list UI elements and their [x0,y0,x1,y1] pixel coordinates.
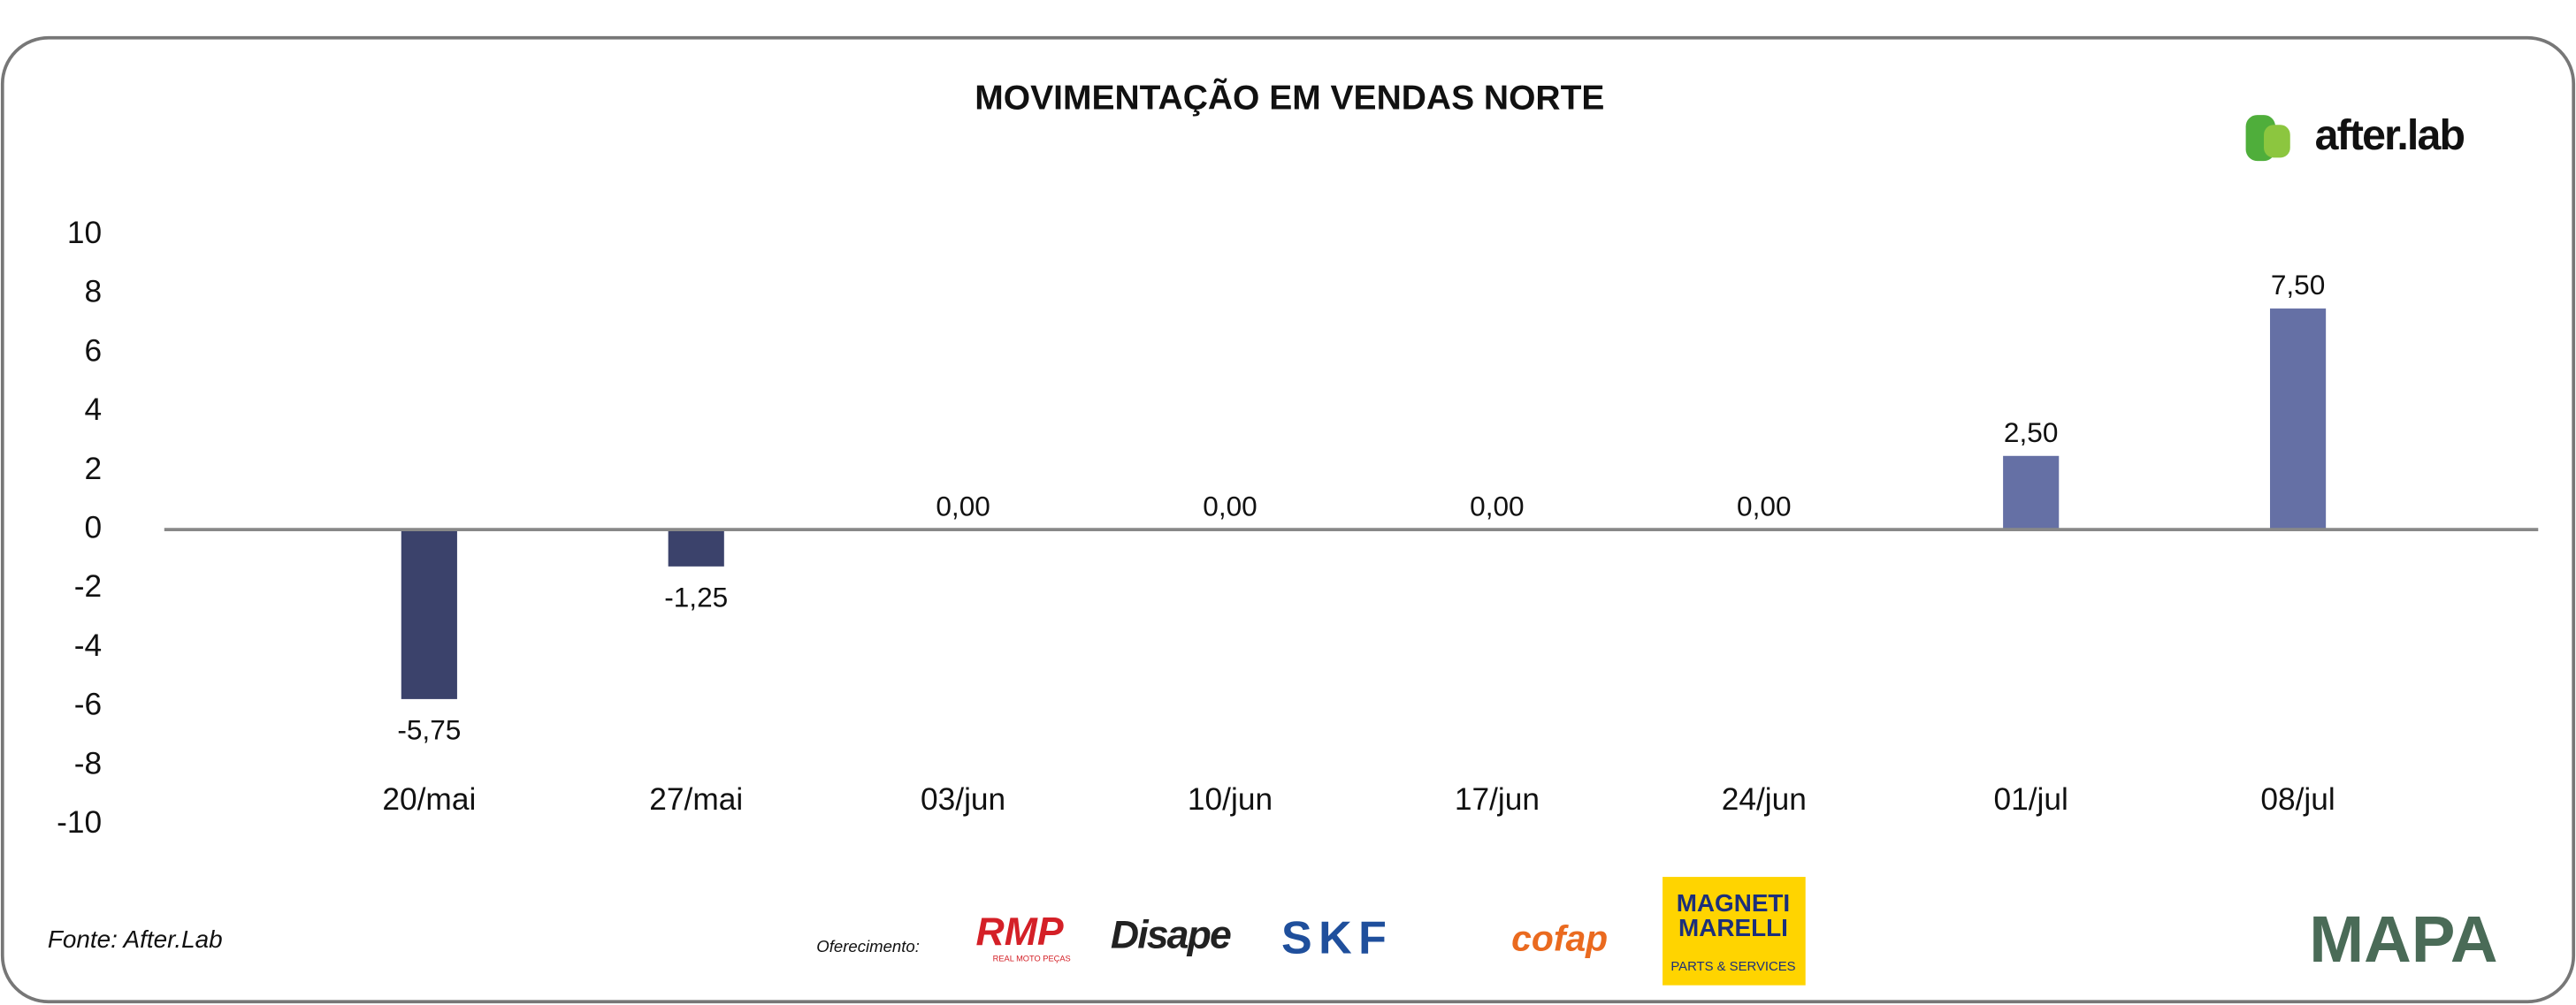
y-tick-label: 8 [85,275,103,309]
y-tick-label: 10 [67,216,102,250]
sponsor-logo: RMP [976,910,1064,954]
sponsor-box [1663,877,1806,986]
y-tick-label: 6 [85,333,103,368]
bar [668,529,724,567]
bar [401,529,457,699]
sponsor-label: Oferecimento: [816,937,920,956]
x-tick-label: 20/mai [382,782,476,817]
sponsor-logo: Disape [1111,914,1231,957]
x-tick-label: 01/jul [1994,782,2068,817]
bar [2003,455,2060,530]
value-label: -5,75 [397,713,461,745]
sponsor-logo: SKF [1281,912,1393,963]
sponsor-logo: MAGNETI [1677,889,1790,917]
y-tick-label: 0 [85,510,103,544]
chart-title: MOVIMENTAÇÃO EM VENDAS NORTE [975,79,1604,118]
sponsor-logo: PARTS & SERVICES [1670,960,1795,974]
x-tick-label: 17/jun [1455,782,1540,817]
value-label: -1,25 [664,581,728,613]
source: Fonte: After.Lab [48,925,223,953]
frame [0,35,2576,1004]
y-tick-label: 2 [85,452,103,486]
value-label: 7,50 [2271,269,2325,301]
sponsor-logo: cofap [1511,917,1608,958]
value-label: 0,00 [1203,490,1257,522]
y-tick-label: -8 [74,746,102,780]
x-tick-label: 10/jun [1188,782,1273,817]
value-label: 0,00 [1737,490,1791,522]
x-tick-label: 27/mai [649,782,743,817]
value-label: 0,00 [936,490,990,522]
y-tick-label: -4 [74,628,102,663]
y-tick-label: 4 [85,392,103,427]
x-tick-label: 03/jun [921,782,1005,817]
x-tick-label: 24/jun [1722,782,1807,817]
sponsor-logo: MARELLI [1678,914,1788,941]
brand-icon [2264,125,2290,158]
brand: after.lab [2315,111,2465,159]
value-label: 0,00 [1470,490,1524,522]
y-tick-label: -2 [74,569,102,604]
value-label: 2,50 [2004,416,2058,448]
x-tick-label: 08/jul [2260,782,2335,817]
y-tick-label: -10 [57,805,102,840]
y-tick-label: -6 [74,688,102,722]
bar [2269,308,2327,530]
sponsor-logo: REAL MOTO PEÇAS [993,954,1071,963]
footer-logo: MAPA [2309,902,2497,976]
